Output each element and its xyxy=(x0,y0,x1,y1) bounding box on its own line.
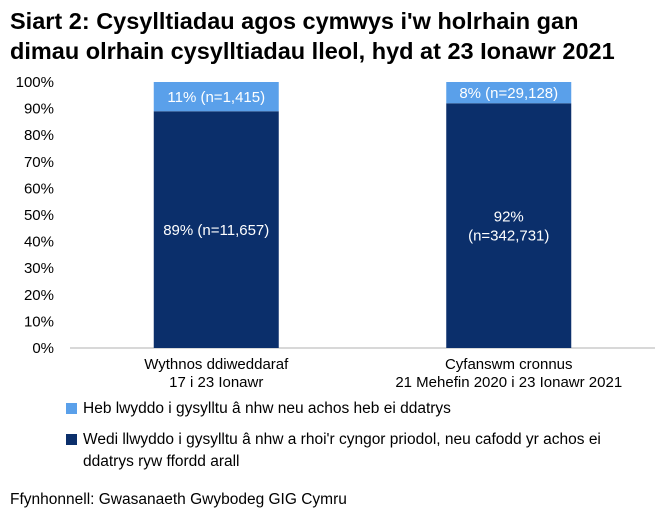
y-tick-label: 100% xyxy=(16,74,54,91)
data-label: 11% (n=1,415) xyxy=(167,89,265,106)
data-label: 89% (n=11,657) xyxy=(163,222,269,239)
y-tick-label: 40% xyxy=(24,234,54,251)
y-tick-label: 90% xyxy=(24,101,54,118)
chart-title-line-1: Siart 2: Cysylltiadau agos cymwys i'w ho… xyxy=(10,8,579,34)
legend-item-failed: Heb lwyddo i gysylltu â nhw neu achos he… xyxy=(66,398,451,420)
x-category-label: Cyfanswm cronnus 21 Mehefin 2020 i 23 Ion… xyxy=(395,356,622,391)
y-tick-label: 0% xyxy=(32,340,54,357)
y-tick-label: 30% xyxy=(24,260,54,277)
chart-title-line-2: dimau olrhain cysylltiadau lleol, hyd at… xyxy=(10,38,615,64)
legend-swatch-succeeded xyxy=(66,434,77,445)
legend-swatch-failed xyxy=(66,403,77,414)
bar-segment-failed xyxy=(153,82,279,112)
y-tick-label: 20% xyxy=(24,287,54,304)
bar-segment-failed xyxy=(446,82,572,104)
bar-segment-succeeded xyxy=(153,111,279,348)
chart-title: Siart 2: Cysylltiadau agos cymwys i'w ho… xyxy=(10,6,655,66)
data-label: 8% (n=29,128) xyxy=(459,85,558,102)
bar-segment-succeeded xyxy=(446,103,572,348)
y-tick-label: 70% xyxy=(24,154,54,171)
y-tick-label: 50% xyxy=(24,207,54,224)
y-tick-label: 60% xyxy=(24,180,54,197)
y-tick-label: 80% xyxy=(24,127,54,144)
legend-label-failed: Heb lwyddo i gysylltu â nhw neu achos he… xyxy=(83,400,451,417)
legend-label-succeeded: Wedi llwyddo i gysylltu â nhw a rhoi'r c… xyxy=(83,431,601,470)
source-note: Ffynhonnell: Gwasanaeth Gwybodeg GIG Cym… xyxy=(10,491,347,508)
legend-item-succeeded: Wedi llwyddo i gysylltu â nhw a rhoi'r c… xyxy=(66,429,646,473)
y-tick-label: 10% xyxy=(24,313,54,330)
stacked-bar-chart: 0% 10% 20% 30% 40% 50% 60% 70% 80% 90% 100% 89% (n=… xyxy=(16,74,655,391)
data-label: 92% (n=342,731) xyxy=(468,209,549,245)
x-category-label: Wythnos ddiweddaraf 17 i 23 Ionawr xyxy=(144,356,289,391)
